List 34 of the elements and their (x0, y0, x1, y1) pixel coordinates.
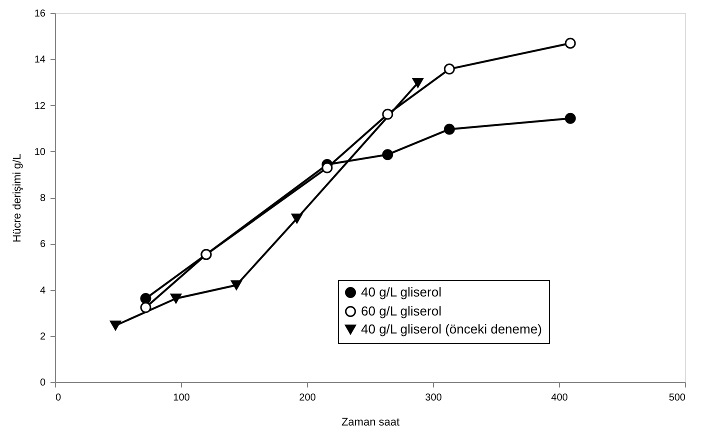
point (170, 294, 182, 304)
y-axis-title: Hücre derişimi g/L (11, 154, 24, 242)
y-tick-label: 4 (40, 285, 46, 296)
point (140, 293, 152, 304)
point (564, 112, 576, 124)
point (444, 64, 455, 75)
point (382, 108, 394, 120)
point (110, 320, 121, 330)
point (412, 78, 424, 88)
x-tick-label: 0 (56, 392, 62, 404)
legend-label: 40 g/L gliserol (önceki deneme) (361, 322, 542, 336)
x-tick-label: 400 (551, 392, 568, 404)
x-tick-label: 200 (299, 392, 316, 404)
y-tick-label: 8 (40, 193, 46, 204)
point (444, 124, 455, 135)
y-tick-label: 10 (34, 146, 46, 158)
legend-label: 40 g/L gliserol (361, 284, 442, 300)
y-tick-label: 6 (40, 239, 46, 250)
y-tick-label: 2 (40, 331, 46, 342)
point (230, 280, 242, 290)
y-tick-label: 14 (34, 54, 46, 66)
x-tick-label: 500 (668, 392, 686, 404)
point (140, 302, 152, 313)
y-tick-label: 0 (40, 378, 46, 388)
y-tick-label: 16 (34, 8, 46, 20)
legend-label: 60 g/L gliserol (361, 304, 442, 318)
y-tick-label: 12 (34, 100, 46, 112)
x-axis-title: Zaman saat (341, 416, 400, 428)
point (564, 38, 576, 49)
x-tick-label: 100 (173, 392, 190, 404)
x-tick-label: 300 (425, 392, 442, 404)
point (382, 149, 394, 160)
point (322, 162, 333, 174)
point (291, 214, 302, 224)
